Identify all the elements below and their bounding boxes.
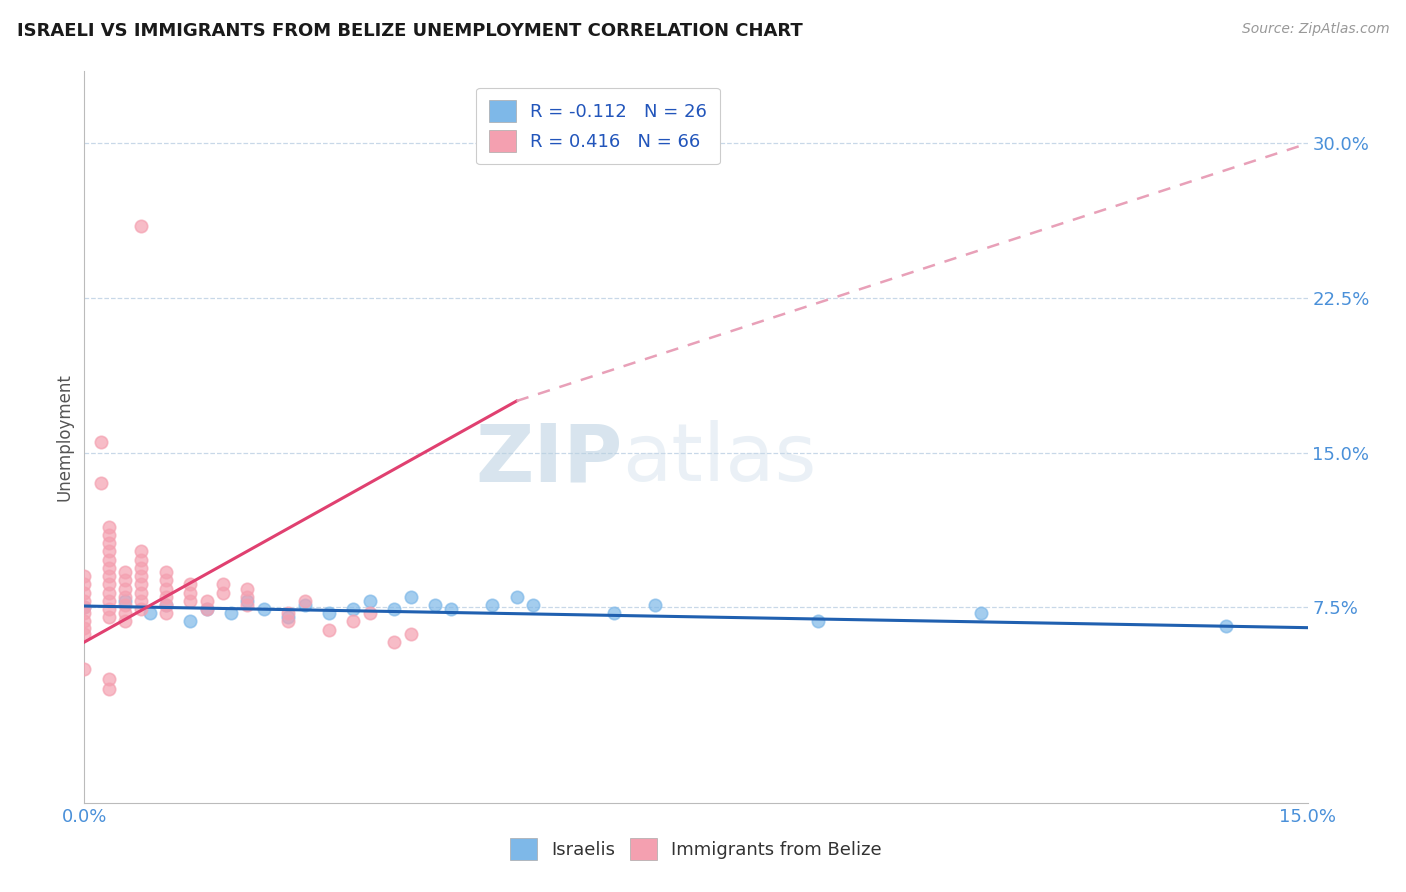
- Point: [294, 594, 316, 608]
- Point: [195, 602, 218, 616]
- Point: [73, 585, 96, 599]
- Text: atlas: atlas: [623, 420, 817, 498]
- Text: ISRAELI VS IMMIGRANTS FROM BELIZE UNEMPLOYMENT CORRELATION CHART: ISRAELI VS IMMIGRANTS FROM BELIZE UNEMPL…: [17, 22, 803, 40]
- Point: [481, 598, 503, 612]
- Point: [131, 552, 153, 566]
- Point: [440, 602, 463, 616]
- Point: [382, 602, 405, 616]
- Point: [603, 606, 626, 620]
- Point: [155, 582, 177, 596]
- Point: [131, 602, 153, 616]
- Point: [97, 528, 120, 542]
- Point: [277, 615, 299, 629]
- Point: [114, 590, 136, 604]
- Point: [155, 565, 177, 579]
- Point: [131, 544, 153, 558]
- Point: [277, 606, 299, 620]
- Point: [73, 627, 96, 641]
- Point: [97, 569, 120, 583]
- Point: [1215, 618, 1237, 632]
- Text: ZIP: ZIP: [475, 420, 623, 498]
- Point: [522, 598, 544, 612]
- Point: [73, 662, 96, 676]
- Point: [644, 598, 666, 612]
- Point: [73, 569, 96, 583]
- Text: Source: ZipAtlas.com: Source: ZipAtlas.com: [1241, 22, 1389, 37]
- Point: [97, 536, 120, 550]
- Point: [179, 585, 201, 599]
- Point: [73, 600, 96, 615]
- Point: [179, 594, 201, 608]
- Point: [97, 519, 120, 533]
- Point: [114, 594, 136, 608]
- Point: [73, 615, 96, 629]
- Point: [97, 594, 120, 608]
- Point: [155, 598, 177, 612]
- Point: [195, 602, 218, 616]
- Point: [131, 585, 153, 599]
- Point: [359, 606, 381, 620]
- Point: [73, 600, 96, 615]
- Point: [179, 577, 201, 591]
- Point: [90, 476, 112, 491]
- Point: [807, 615, 830, 629]
- Point: [97, 672, 120, 686]
- Point: [131, 219, 153, 233]
- Point: [97, 602, 120, 616]
- Point: [73, 594, 96, 608]
- Point: [97, 682, 120, 697]
- Point: [73, 577, 96, 591]
- Point: [114, 582, 136, 596]
- Point: [90, 435, 112, 450]
- Point: [131, 594, 153, 608]
- Y-axis label: Unemployment: Unemployment: [55, 373, 73, 501]
- Point: [131, 577, 153, 591]
- Point: [97, 552, 120, 566]
- Point: [970, 606, 993, 620]
- Legend: Israelis, Immigrants from Belize: Israelis, Immigrants from Belize: [503, 830, 889, 867]
- Point: [138, 606, 160, 620]
- Point: [253, 602, 276, 616]
- Point: [179, 615, 201, 629]
- Point: [294, 598, 316, 612]
- Point: [114, 565, 136, 579]
- Point: [219, 606, 242, 620]
- Point: [423, 598, 446, 612]
- Point: [114, 574, 136, 588]
- Point: [359, 594, 381, 608]
- Point: [342, 615, 364, 629]
- Point: [131, 561, 153, 575]
- Point: [399, 590, 422, 604]
- Point: [399, 627, 422, 641]
- Point: [155, 598, 177, 612]
- Point: [382, 635, 405, 649]
- Point: [155, 606, 177, 620]
- Point: [195, 594, 218, 608]
- Point: [236, 594, 259, 608]
- Point: [114, 598, 136, 612]
- Point: [97, 544, 120, 558]
- Point: [318, 606, 340, 620]
- Point: [73, 621, 96, 635]
- Point: [97, 585, 120, 599]
- Point: [212, 585, 235, 599]
- Point: [97, 610, 120, 624]
- Point: [114, 606, 136, 620]
- Point: [155, 574, 177, 588]
- Point: [73, 606, 96, 620]
- Point: [342, 602, 364, 616]
- Point: [318, 623, 340, 637]
- Point: [97, 561, 120, 575]
- Point: [236, 590, 259, 604]
- Point: [505, 590, 527, 604]
- Point: [277, 610, 299, 624]
- Point: [236, 598, 259, 612]
- Point: [97, 577, 120, 591]
- Point: [155, 590, 177, 604]
- Point: [131, 569, 153, 583]
- Point: [114, 615, 136, 629]
- Point: [212, 577, 235, 591]
- Point: [236, 582, 259, 596]
